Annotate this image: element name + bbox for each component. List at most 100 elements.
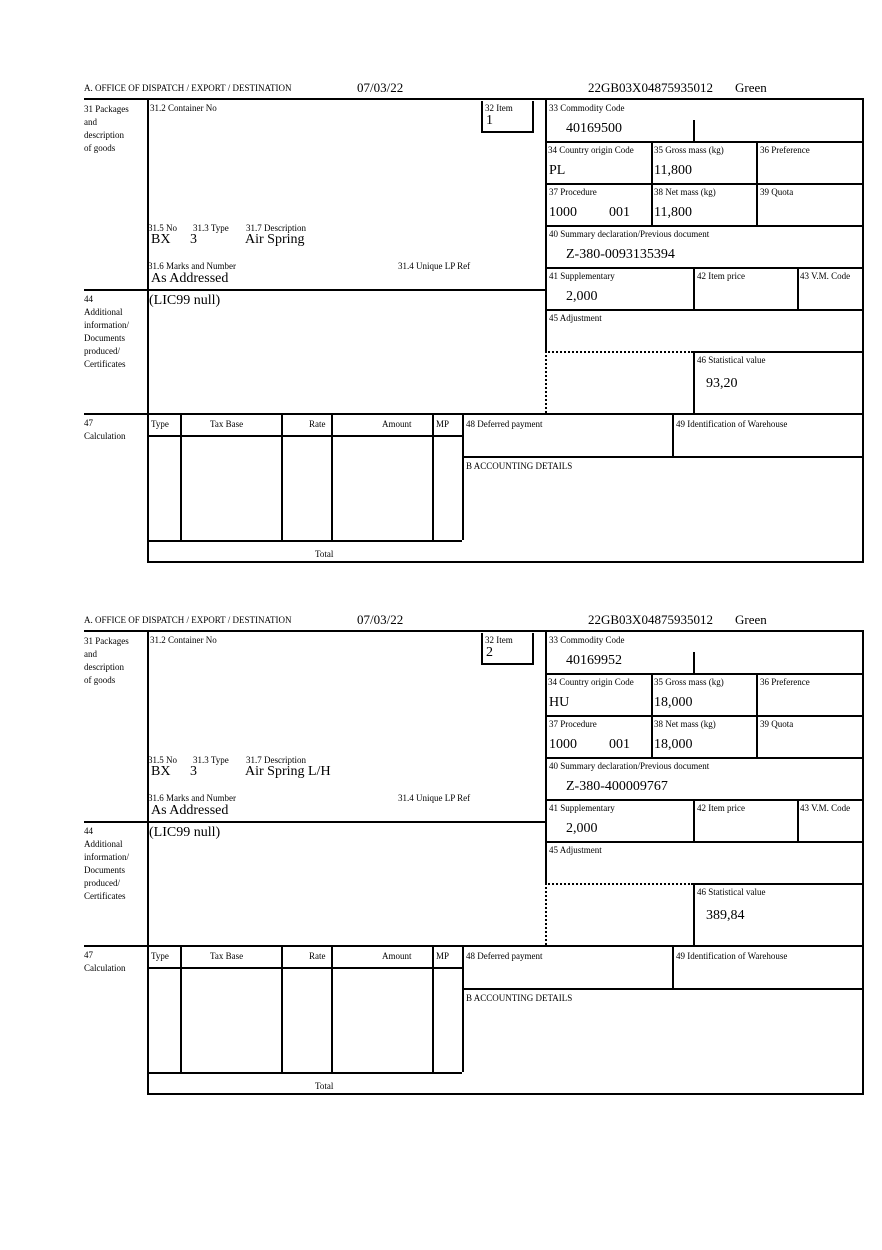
label-line: 47 — [84, 418, 93, 428]
label-line: Calculation — [84, 963, 126, 973]
additional-info-label: 44 Additional information/ Documents pro… — [84, 293, 129, 371]
divider — [545, 841, 862, 843]
item-label: 32 Item — [485, 635, 513, 645]
date: 07/03/22 — [357, 80, 404, 95]
office-label: A. OFFICE OF DISPATCH / EXPORT / DESTINA… — [84, 615, 292, 625]
calculation-label: 47 Calculation — [84, 417, 126, 443]
divider — [797, 799, 799, 841]
calc-header-type: Type — [151, 419, 169, 429]
divider — [147, 1093, 864, 1095]
divider — [331, 413, 333, 540]
label-line: information/ — [84, 852, 129, 862]
divider — [545, 183, 862, 185]
accounting-details-label: B ACCOUNTING DETAILS — [466, 461, 573, 471]
divider — [545, 309, 547, 351]
divider — [147, 967, 462, 969]
additional-info-value: (LIC99 null) — [149, 293, 221, 308]
divider — [180, 413, 182, 540]
divider — [693, 120, 695, 141]
label-line: produced/ — [84, 878, 120, 888]
divider — [462, 456, 862, 458]
divider — [545, 757, 862, 759]
divider — [432, 945, 434, 1072]
marks-label: 31.6 Marks and Number — [148, 261, 236, 271]
warehouse-label: 49 Identification of Warehouse — [676, 951, 788, 961]
divider — [651, 673, 653, 757]
divider — [693, 799, 695, 841]
type-value: 3 — [190, 232, 197, 247]
marks-label: 31.6 Marks and Number — [148, 793, 236, 803]
divider — [481, 131, 534, 133]
divider — [147, 540, 462, 542]
summary-value: Z-380-0093135394 — [566, 247, 675, 262]
gross-mass-value: 18,000 — [654, 695, 693, 710]
procedure-value: 1000 — [549, 737, 577, 752]
unique-ref-label: 31.4 Unique LP Ref — [398, 793, 471, 803]
no-label: 31.5 No — [148, 755, 177, 765]
divider — [532, 101, 534, 131]
deferred-payment-label: 48 Deferred payment — [466, 419, 543, 429]
marks-value: As Addressed — [151, 271, 229, 286]
type-value: 3 — [190, 764, 197, 779]
statistical-value: 389,84 — [706, 908, 745, 923]
divider — [147, 435, 462, 437]
divider — [545, 841, 547, 883]
label-line: Additional — [84, 839, 123, 849]
vm-code-label: 43 V.M. Code — [800, 271, 851, 281]
calc-header-rate: Rate — [309, 951, 326, 961]
net-mass-value: 18,000 — [654, 737, 693, 752]
divider — [147, 561, 864, 563]
commodity-label: 33 Commodity Code — [549, 103, 625, 113]
summary-value: Z-380-400009767 — [566, 779, 668, 794]
divider — [84, 98, 862, 100]
label-line: Documents — [84, 333, 125, 343]
preference-label: 36 Preference — [760, 677, 810, 687]
date: 07/03/22 — [357, 612, 404, 627]
divider — [693, 652, 695, 673]
net-mass-label: 38 Net mass (kg) — [654, 187, 716, 197]
statistical-value-label: 46 Statistical value — [697, 887, 766, 897]
divider — [545, 351, 547, 413]
container-label: 31.2 Container No — [150, 103, 217, 113]
calc-header-amount: Amount — [382, 419, 412, 429]
divider — [693, 351, 862, 353]
item-number: 1 — [486, 113, 493, 128]
country-label: 34 Country origin Code — [548, 145, 634, 155]
divider — [693, 883, 695, 945]
country-label: 34 Country origin Code — [548, 677, 634, 687]
divider — [481, 633, 483, 663]
divider — [672, 413, 674, 456]
adjustment-label: 45 Adjustment — [549, 845, 602, 855]
route-status: Green — [735, 612, 767, 627]
divider — [432, 413, 434, 540]
divider — [481, 663, 534, 665]
divider — [331, 945, 333, 1072]
calc-header-tax-base: Tax Base — [210, 419, 244, 429]
calc-header-mp: MP — [436, 951, 450, 961]
container-label: 31.2 Container No — [150, 635, 217, 645]
divider — [147, 98, 149, 561]
calc-header-rate: Rate — [309, 419, 326, 429]
description-value: Air Spring — [245, 232, 305, 247]
label-line: Calculation — [84, 431, 126, 441]
calc-header-type: Type — [151, 951, 169, 961]
type-label: 31.3 Type — [193, 223, 229, 233]
label-line: Certificates — [84, 891, 126, 901]
description-value: Air Spring L/H — [245, 764, 331, 779]
description-label: 31.7 Description — [246, 223, 306, 233]
divider — [84, 630, 862, 632]
adjustment-label: 45 Adjustment — [549, 313, 602, 323]
divider — [545, 630, 547, 883]
divider — [545, 883, 693, 885]
divider — [462, 945, 464, 1072]
commodity-label: 33 Commodity Code — [549, 635, 625, 645]
item-number: 2 — [486, 645, 493, 660]
calc-header-amount: Amount — [382, 951, 412, 961]
office-label: A. OFFICE OF DISPATCH / EXPORT / DESTINA… — [84, 83, 292, 93]
supplementary-label: 41 Supplementary — [549, 803, 615, 813]
deferred-payment-label: 48 Deferred payment — [466, 951, 543, 961]
declaration-item-block: A. OFFICE OF DISPATCH / EXPORT / DESTINA… — [0, 612, 882, 1102]
summary-label: 40 Summary declaration/Previous document — [549, 229, 710, 239]
commodity-value: 40169952 — [566, 653, 622, 668]
